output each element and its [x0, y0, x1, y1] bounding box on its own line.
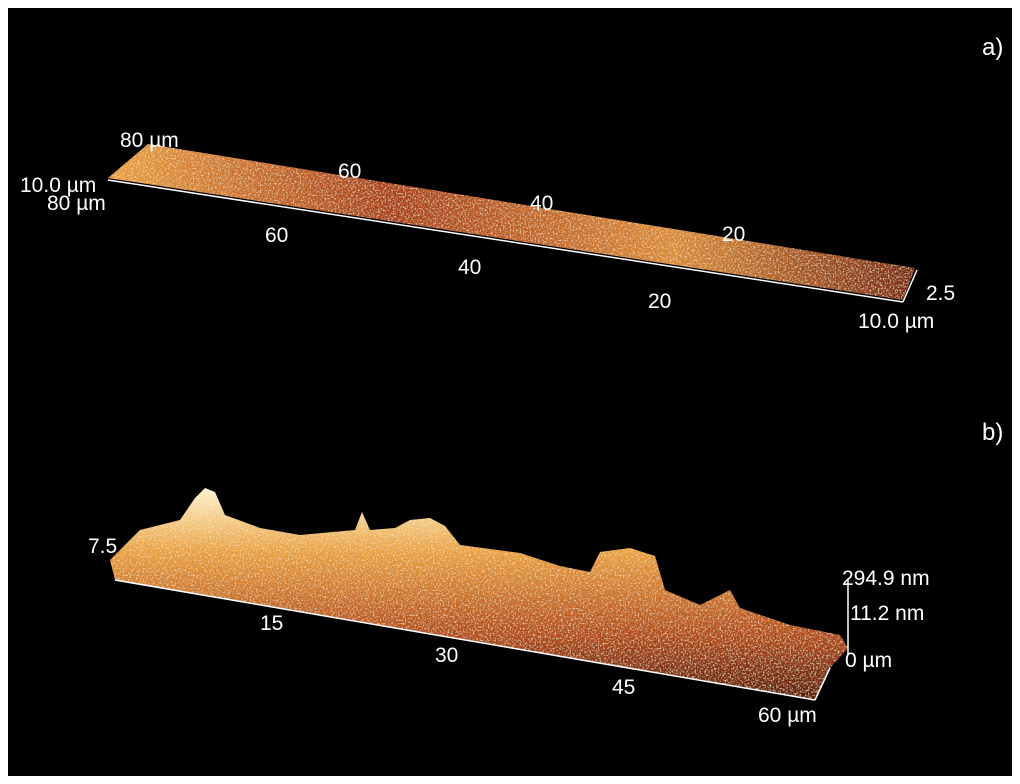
- axis-label: 80 µm: [47, 192, 106, 215]
- axis-line: [114, 579, 816, 701]
- axis-label: 60: [338, 160, 361, 183]
- axis-label: 2.5: [926, 282, 955, 305]
- panel-label: a): [982, 34, 1003, 61]
- axis-label: 80 µm: [120, 129, 179, 152]
- axis-label: 60: [265, 224, 288, 247]
- axis-label: 10.0 µm: [20, 174, 96, 197]
- axis-line: [814, 667, 831, 701]
- axis-label: 40: [530, 192, 553, 215]
- axis-label: 60 µm: [758, 704, 817, 727]
- axis-label: 20: [722, 223, 745, 246]
- surface: [110, 488, 848, 700]
- panel-a: a) 80 µm 60 40 20 80 µm 60 40 20 10.0 µm…: [20, 34, 1003, 333]
- axis-label: 11.2 nm: [850, 602, 924, 625]
- surface: [108, 144, 915, 300]
- axis-label: 0 µm: [845, 649, 892, 672]
- axis-line: [902, 269, 918, 303]
- axis-label: 10.0 µm: [858, 310, 934, 333]
- axis-label: 15: [260, 612, 283, 635]
- panel-b: b) 15 30 45 60 µm 294.9 nm 11.2 nm 0 µm …: [88, 419, 1003, 727]
- axis-label: 294.9 nm: [842, 567, 930, 590]
- axis-label: 20: [648, 290, 671, 313]
- axis-label: 45: [612, 676, 635, 699]
- panel-label: b): [982, 419, 1003, 446]
- axis-line: [107, 179, 904, 303]
- axis-label: 40: [458, 256, 481, 279]
- axis-label: 7.5: [88, 535, 117, 558]
- axis-label: 30: [435, 644, 458, 667]
